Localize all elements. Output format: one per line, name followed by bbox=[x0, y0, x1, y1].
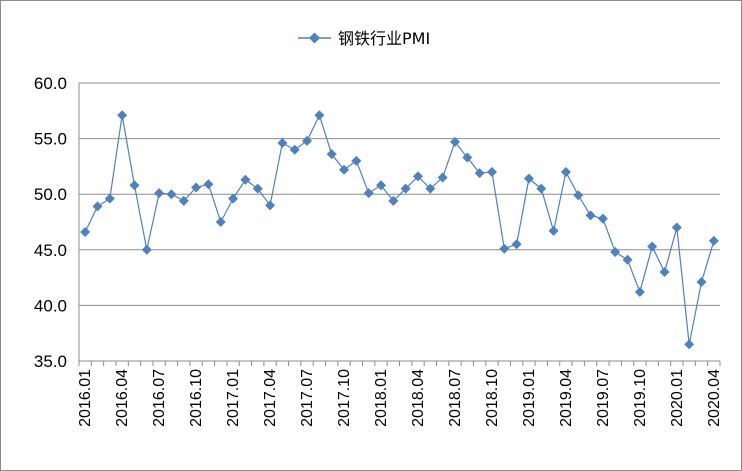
data-point bbox=[215, 217, 226, 227]
data-point bbox=[425, 183, 436, 194]
data-point bbox=[585, 210, 596, 221]
data-point bbox=[178, 195, 189, 206]
data-point bbox=[622, 254, 633, 265]
x-tick-label: 2016.01 bbox=[77, 369, 94, 427]
data-point bbox=[474, 168, 485, 179]
data-point bbox=[80, 227, 91, 238]
x-tick-label: 2019.01 bbox=[521, 369, 538, 427]
data-point bbox=[314, 110, 325, 121]
data-point bbox=[610, 247, 621, 258]
data-point bbox=[252, 183, 263, 194]
data-point bbox=[536, 183, 547, 194]
data-point bbox=[511, 239, 522, 250]
data-point bbox=[659, 267, 670, 278]
data-point bbox=[548, 225, 559, 236]
x-tick-label: 2017.07 bbox=[299, 369, 316, 427]
data-point bbox=[203, 179, 214, 190]
x-tick-label: 2016.10 bbox=[188, 369, 205, 427]
x-tick-label: 2019.07 bbox=[595, 369, 612, 427]
x-tick-label: 2018.04 bbox=[410, 369, 427, 427]
data-point bbox=[499, 243, 510, 254]
data-point bbox=[412, 171, 423, 182]
x-tick-label: 2018.07 bbox=[447, 369, 464, 427]
y-tick-label: 55.0 bbox=[34, 130, 67, 149]
data-point bbox=[486, 166, 497, 177]
data-point bbox=[449, 136, 460, 147]
data-point bbox=[339, 164, 350, 175]
data-point bbox=[240, 174, 251, 185]
x-tick-label: 2017.10 bbox=[336, 369, 353, 427]
data-point bbox=[154, 188, 165, 199]
y-tick-label: 60.0 bbox=[34, 74, 67, 93]
series-markers bbox=[80, 110, 719, 350]
data-point bbox=[326, 149, 337, 160]
x-tick-label: 2019.04 bbox=[558, 369, 575, 427]
y-tick-label: 45.0 bbox=[34, 241, 67, 260]
data-point bbox=[363, 188, 374, 199]
data-point bbox=[289, 144, 300, 155]
x-tick-label: 2017.01 bbox=[225, 369, 242, 427]
data-point bbox=[376, 180, 387, 191]
data-point bbox=[141, 244, 152, 255]
data-point bbox=[560, 166, 571, 177]
data-point bbox=[597, 213, 608, 224]
data-point bbox=[166, 189, 177, 200]
data-point bbox=[671, 222, 682, 233]
gridlines bbox=[79, 82, 720, 306]
data-point bbox=[647, 241, 658, 252]
data-point bbox=[191, 182, 202, 193]
data-point bbox=[277, 138, 288, 149]
data-point bbox=[696, 277, 707, 288]
data-point bbox=[388, 195, 399, 206]
legend: 钢铁行业PMI bbox=[298, 29, 430, 48]
data-point bbox=[129, 180, 140, 191]
x-tick-label: 2016.07 bbox=[151, 369, 168, 427]
legend-series-name: 钢铁行业PMI bbox=[338, 29, 430, 48]
x-tick-label: 2018.01 bbox=[373, 369, 390, 427]
data-point bbox=[302, 135, 313, 146]
data-point bbox=[523, 173, 534, 184]
data-point bbox=[265, 200, 276, 211]
x-tick-label: 2017.04 bbox=[262, 369, 279, 427]
data-point bbox=[437, 172, 448, 183]
data-point bbox=[228, 193, 239, 204]
x-tick-label: 2020.01 bbox=[669, 369, 686, 427]
x-tick-label: 2020.04 bbox=[706, 369, 723, 427]
data-point bbox=[634, 287, 645, 298]
data-point bbox=[708, 235, 719, 246]
y-tick-label: 40.0 bbox=[34, 296, 67, 315]
data-point bbox=[104, 193, 115, 204]
data-point bbox=[684, 339, 695, 350]
x-tick-label: 2016.04 bbox=[114, 369, 131, 427]
y-tick-label: 35.0 bbox=[34, 352, 67, 371]
axes bbox=[78, 83, 721, 366]
legend-diamond-marker bbox=[309, 32, 320, 44]
data-point bbox=[573, 190, 584, 201]
data-point bbox=[462, 152, 473, 163]
x-tick-label: 2019.10 bbox=[632, 369, 649, 427]
series-line-group bbox=[84, 113, 715, 345]
data-point bbox=[92, 201, 103, 212]
series-line bbox=[84, 113, 715, 345]
y-tick-label: 50.0 bbox=[34, 185, 67, 204]
y-axis-tick-labels: 35.0 40.0 45.0 50.0 55.0 60.0 bbox=[34, 74, 67, 371]
data-point bbox=[117, 110, 128, 121]
data-point bbox=[351, 155, 362, 166]
data-point bbox=[400, 183, 411, 194]
x-axis-tick-labels: 2016.01 2016.04 2016.07 2016.10 2017.01 2017.… bbox=[77, 369, 723, 427]
x-tick-label: 2018.10 bbox=[484, 369, 501, 427]
